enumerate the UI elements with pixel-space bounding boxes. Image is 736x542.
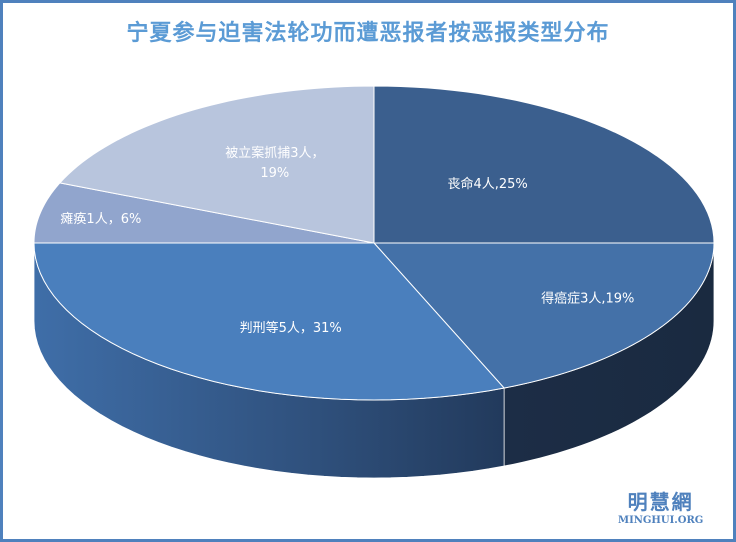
pie-slice-瘫痪[interactable] <box>33 182 375 244</box>
logo-chinese: 明慧網 <box>627 490 694 514</box>
chart-title: 宁夏参与迫害法轮功而遭恶报者按恶报类型分布 <box>126 21 610 46</box>
slice-label: 得癌症3人,19% <box>541 290 634 306</box>
minghui-logo: 明慧網 MINGHUI.ORG <box>618 486 703 526</box>
slice-label: 判刑等5人，31% <box>240 320 342 336</box>
pie-slice-被立案抓捕[interactable] <box>58 85 375 244</box>
pie-chart: 丧命4人,25% 得癌症3人,19% 判刑等5人，31% 瘫痪1人，6% 被立案抓捕3人… <box>33 85 715 479</box>
slice-label-percent: 19% <box>260 166 289 181</box>
logo-english: MINGHUI.ORG <box>618 515 704 526</box>
slice-label: 丧命4人,25% <box>447 176 527 192</box>
slice-label: 被立案抓捕3人， <box>225 145 324 161</box>
slice-label: 瘫痪1人，6% <box>60 211 141 227</box>
pie-slice-判刑等[interactable] <box>33 242 506 401</box>
pie-slice-得癌症[interactable] <box>372 242 715 389</box>
pie-slice-丧命[interactable] <box>373 85 715 244</box>
